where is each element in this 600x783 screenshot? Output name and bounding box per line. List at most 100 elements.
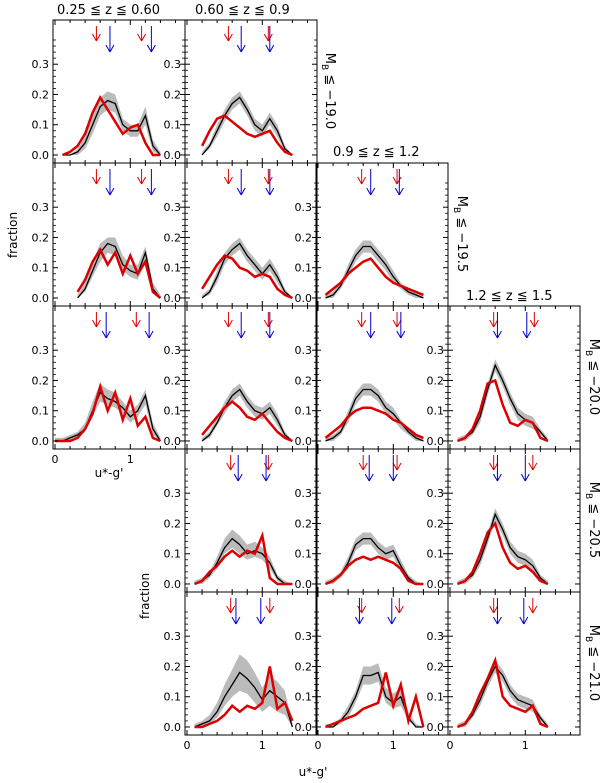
column-title-1: 0.25 ≦ z ≦ 0.60: [57, 3, 160, 18]
blue-arrow: [105, 169, 115, 196]
panel-r3-c4: 0.0 0.1 0.2 0.3: [427, 305, 581, 450]
row-label-5: MB ≦ −21.0: [583, 625, 600, 701]
y-tick-label: 0.0: [427, 435, 445, 448]
blue-arrow: [387, 598, 397, 625]
blue-arrow: [265, 312, 275, 339]
y-tick-label: 0.2: [295, 231, 313, 244]
red-arrow: [226, 598, 236, 614]
blue-arrow: [366, 312, 376, 339]
y-tick-label: 0.1: [295, 405, 313, 418]
red-arrow: [265, 598, 275, 614]
observed-line: [194, 531, 293, 586]
panel-r3-c2: 0.0 0.1 0.2 0.3: [164, 305, 318, 450]
y-tick-label: 0.1: [32, 262, 50, 275]
model-line: [457, 512, 549, 585]
y-tick-label: 0.2: [427, 660, 445, 673]
y-tick-label: 0.2: [164, 517, 182, 530]
blue-arrow: [236, 169, 246, 196]
y-tick-label: 0.0: [164, 292, 182, 305]
y-tick-label: 0.1: [164, 691, 182, 704]
red-arrow: [223, 169, 233, 185]
y-tick-label: 0.2: [32, 231, 50, 244]
panel-frame: [315, 162, 449, 307]
blue-arrow: [520, 455, 530, 482]
y-tick-label: 0.1: [164, 405, 182, 418]
y-tick-label: 0.2: [295, 517, 313, 530]
y-tick-label: 0.1: [427, 548, 445, 561]
y-tick-label: 0.0: [164, 721, 182, 734]
blue-arrow: [146, 26, 156, 53]
column-title-3: 0.9 ≦ z ≦ 1.2: [333, 145, 420, 160]
y-axis-label-lower: fraction: [138, 573, 152, 619]
blue-arrow: [265, 169, 275, 196]
error-band: [55, 383, 161, 441]
red-arrow: [529, 312, 539, 328]
red-arrow: [263, 455, 273, 471]
observed-line: [200, 114, 293, 157]
model-line: [325, 245, 424, 299]
panel-r1-c1: 0.0 0.1 0.2 0.3: [32, 19, 186, 164]
x-tick-label: 0: [315, 739, 322, 752]
model-line: [201, 96, 293, 156]
y-tick-label: 0.2: [164, 660, 182, 673]
red-arrow: [263, 169, 273, 185]
model-line: [62, 99, 161, 156]
red-arrow: [223, 312, 233, 328]
y-tick-label: 0.3: [164, 58, 182, 71]
x-tick-label: 1: [390, 739, 397, 752]
red-arrow: [263, 26, 273, 42]
y-tick-label: 0.3: [295, 487, 313, 500]
y-tick-label: 0.1: [427, 405, 445, 418]
blue-arrow: [366, 169, 376, 196]
y-tick-label: 0.2: [164, 88, 182, 101]
observed-line: [55, 382, 161, 443]
x-tick-label: 1: [127, 453, 134, 466]
observed-line: [324, 257, 424, 297]
red-arrow: [357, 598, 367, 614]
row-label-2: MB ≦ −19.5: [451, 196, 469, 272]
y-tick-label: 0.1: [32, 405, 50, 418]
panel-layer: 0.00.10.20.30.00.10.20.30.00.10.20.30.00…: [32, 19, 581, 752]
y-tick-label: 0.1: [427, 691, 445, 704]
y-tick-label: 0.0: [295, 435, 313, 448]
blue-arrow: [493, 598, 502, 625]
y-tick-label: 0.1: [295, 691, 313, 704]
blue-arrow: [354, 598, 364, 625]
red-arrow: [357, 169, 367, 185]
y-tick-label: 0.3: [32, 344, 50, 357]
y-tick-label: 0.2: [295, 374, 313, 387]
row-label-3: MB ≦ −20.0: [583, 339, 600, 415]
x-tick-label: 0: [52, 453, 59, 466]
column-title-2: 0.60 ≦ z ≦ 0.9: [195, 3, 290, 18]
blue-arrow: [105, 26, 115, 53]
red-arrow: [489, 312, 499, 328]
red-arrow: [131, 312, 141, 328]
panel-frame: [184, 591, 318, 736]
y-tick-label: 0.0: [427, 721, 445, 734]
x-tick-label: 1: [259, 739, 266, 752]
panel-r4-c4: 0.0 0.1 0.2 0.3: [427, 448, 581, 593]
blue-arrow: [231, 598, 241, 625]
panel-r3-c3: 0.0 0.1 0.2 0.3: [295, 305, 449, 450]
y-tick-label: 0.1: [164, 548, 182, 561]
error-band: [325, 663, 424, 727]
y-tick-label: 0.3: [295, 630, 313, 643]
panel-frame: [447, 448, 581, 593]
y-tick-label: 0.2: [164, 231, 182, 244]
model-line: [201, 242, 293, 299]
blue-arrow: [396, 312, 406, 339]
panel-r4-c2: 0.0 0.1 0.2 0.3: [164, 448, 318, 593]
y-tick-label: 0.2: [427, 517, 445, 530]
blue-arrow: [261, 455, 271, 482]
x-tick-label: 0: [184, 739, 191, 752]
red-arrow: [137, 169, 147, 185]
y-tick-label: 0.0: [164, 578, 182, 591]
red-arrow: [528, 598, 538, 614]
y-tick-label: 0.3: [164, 487, 182, 500]
observed-line: [325, 555, 424, 586]
y-tick-label: 0.1: [164, 262, 182, 275]
column-title-4: 1.2 ≦ z ≦ 1.5: [466, 289, 553, 304]
y-tick-label: 0.3: [427, 487, 445, 500]
panel-r2-c3: 0.0 0.1 0.2 0.3: [295, 162, 449, 307]
